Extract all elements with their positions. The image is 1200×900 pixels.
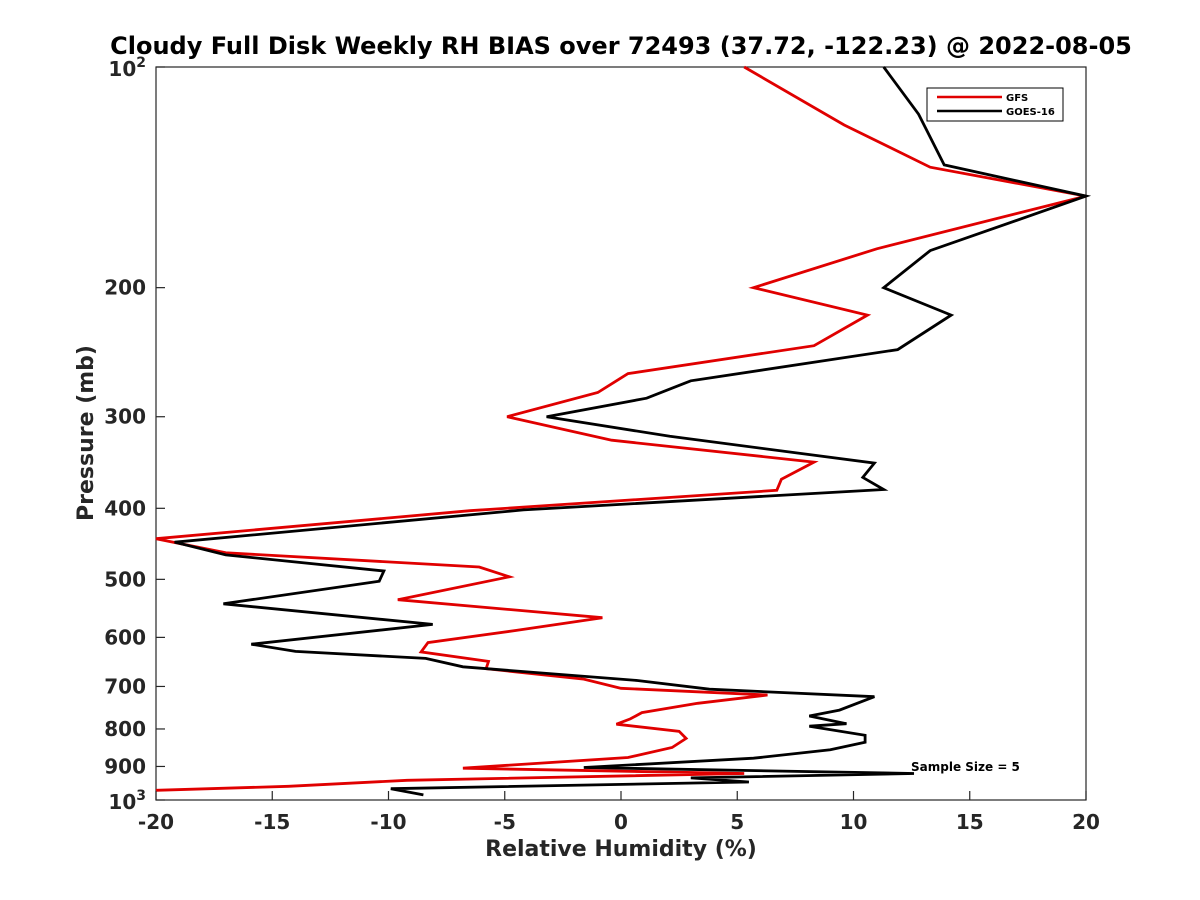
sample-size-annotation: Sample Size = 5 bbox=[911, 760, 1020, 774]
y-tick-label: 102 bbox=[108, 55, 146, 81]
x-tick-label: 20 bbox=[1072, 810, 1100, 834]
series-line-gfs bbox=[155, 65, 1087, 792]
plot-area bbox=[155, 66, 1087, 801]
y-tick-label: 800 bbox=[104, 717, 146, 741]
y-tick-label: 200 bbox=[104, 276, 146, 300]
y-axis-label: Pressure (mb) bbox=[74, 345, 99, 521]
chart-title: Cloudy Full Disk Weekly RH BIAS over 724… bbox=[110, 32, 1132, 60]
y-tick-label: 500 bbox=[104, 567, 146, 591]
ticks-layer: -20 -15 -10 -5 0 5 10 15 20 102 200 300 400 500 600 700… bbox=[104, 55, 1100, 834]
x-tick-label: -5 bbox=[494, 810, 516, 834]
y-tick-label: 700 bbox=[104, 674, 146, 698]
y-tick-label: 300 bbox=[104, 405, 146, 429]
y-tick-label: 600 bbox=[104, 625, 146, 649]
legend: GFS GOES-16 bbox=[926, 87, 1064, 122]
x-tick-label: -15 bbox=[254, 810, 290, 834]
x-tick-label: 15 bbox=[956, 810, 984, 834]
legend-box bbox=[926, 87, 1064, 122]
y-tick-label: 900 bbox=[104, 754, 146, 778]
x-tick-label: -20 bbox=[138, 810, 174, 834]
x-tick-label: 5 bbox=[730, 810, 744, 834]
y-tick-label: 400 bbox=[104, 496, 146, 520]
legend-label-gfs: GFS bbox=[1006, 93, 1028, 104]
series-line-goes-16 bbox=[174, 66, 1092, 797]
x-axis-label: Relative Humidity (%) bbox=[485, 837, 757, 862]
legend-label-goes16: GOES-16 bbox=[1006, 107, 1055, 118]
x-tick-label: 0 bbox=[614, 810, 628, 834]
y-tick-label: 103 bbox=[108, 788, 146, 814]
x-tick-label: -10 bbox=[370, 810, 406, 834]
series-layer bbox=[155, 65, 1092, 797]
x-tick-label: 10 bbox=[840, 810, 868, 834]
